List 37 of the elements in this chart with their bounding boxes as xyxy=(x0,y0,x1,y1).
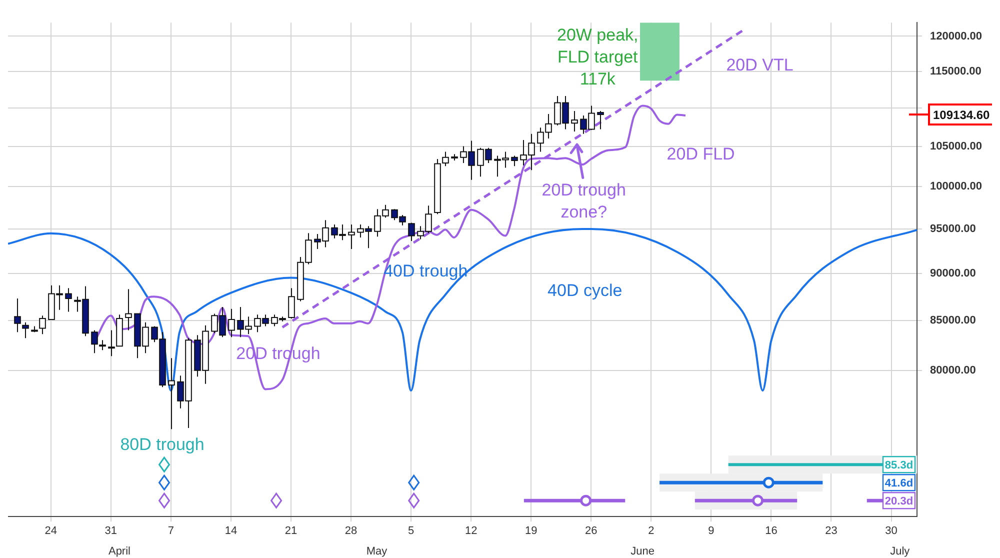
annotation: 41.6d xyxy=(884,478,914,490)
x2-tick-label: April xyxy=(108,545,130,558)
y-tick-label: 100000.00 xyxy=(930,180,982,193)
x-tick-label: 12 xyxy=(464,525,478,538)
x-tick-label: 28 xyxy=(344,525,358,538)
x-tick-label: 16 xyxy=(765,525,778,538)
ref-line-label: 109134.60 xyxy=(933,108,990,122)
x2-tick-label: July xyxy=(890,545,910,558)
x-tick-label: 19 xyxy=(524,525,538,538)
x-tick-label: 26 xyxy=(585,525,598,538)
annotation: 20D VTL xyxy=(726,56,794,75)
annotation: 40D cycle xyxy=(548,280,622,300)
y-tick-label: 120000.00 xyxy=(930,30,982,42)
annotation: 20D trough zone? xyxy=(542,180,626,222)
x-tick-label: 31 xyxy=(104,525,118,538)
x2-tick-label: June xyxy=(630,545,655,558)
y-tick-label: 85000.00 xyxy=(930,314,976,326)
x-tick-label: 30 xyxy=(885,525,898,538)
y-tick-label: 105000.00 xyxy=(930,140,982,152)
y-tick-label: 115000.00 xyxy=(930,65,982,78)
annotation: 20D FLD xyxy=(666,144,735,164)
x2-tick-label: May xyxy=(366,545,388,558)
annotation: 20W peak, FLD target 117k xyxy=(556,25,638,88)
x-tick-label: 23 xyxy=(825,525,838,538)
x-tick-label: 9 xyxy=(708,525,714,538)
x-tick-label: 24 xyxy=(44,525,57,538)
y-tick-label: 90000.00 xyxy=(930,267,976,280)
x-tick-label: 21 xyxy=(284,525,298,538)
x-tick-label: 2 xyxy=(648,525,654,538)
annotation: 20.3d xyxy=(884,496,914,508)
y-tick-label: 95000.00 xyxy=(930,222,976,235)
annotation: 80D trough xyxy=(120,435,204,454)
x-tick-label: 7 xyxy=(168,525,174,538)
y-tick-label: 80000.00 xyxy=(930,364,976,376)
x-tick-label: 5 xyxy=(408,525,414,538)
annotation: 85.3d xyxy=(884,460,914,472)
x-tick-label: 14 xyxy=(224,525,238,538)
